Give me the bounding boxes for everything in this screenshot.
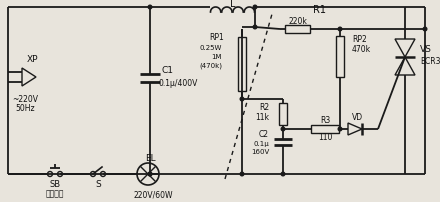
- Text: 传感开关: 传感开关: [46, 188, 64, 198]
- Polygon shape: [395, 58, 415, 76]
- Text: SB: SB: [49, 180, 61, 188]
- Text: 110: 110: [318, 133, 332, 142]
- Circle shape: [338, 28, 342, 32]
- Circle shape: [137, 163, 159, 185]
- Text: 0.1μ/400V: 0.1μ/400V: [158, 79, 198, 88]
- Text: S: S: [95, 180, 101, 188]
- Circle shape: [338, 128, 342, 131]
- Text: C2: C2: [259, 130, 269, 139]
- Circle shape: [281, 128, 285, 131]
- Text: 50Hz: 50Hz: [15, 104, 35, 113]
- Text: 0.1μ: 0.1μ: [253, 140, 269, 146]
- Text: EL: EL: [145, 154, 155, 163]
- FancyBboxPatch shape: [238, 38, 246, 91]
- Circle shape: [48, 172, 52, 177]
- Text: R3: R3: [320, 116, 330, 125]
- Text: VS: VS: [420, 45, 432, 54]
- Text: RP1: RP1: [209, 33, 224, 42]
- Text: L: L: [230, 0, 235, 9]
- Text: XP: XP: [26, 55, 38, 64]
- Circle shape: [423, 28, 427, 32]
- Text: RP2: RP2: [352, 35, 367, 44]
- Text: 470k: 470k: [352, 45, 371, 54]
- Text: (470k): (470k): [199, 62, 222, 69]
- Text: 220k: 220k: [288, 16, 307, 25]
- Text: 0.25W: 0.25W: [200, 45, 222, 51]
- FancyBboxPatch shape: [279, 103, 287, 126]
- FancyBboxPatch shape: [336, 36, 344, 78]
- Text: 220V/60W: 220V/60W: [133, 189, 173, 199]
- Polygon shape: [22, 69, 36, 87]
- Text: ~220V: ~220V: [12, 95, 38, 104]
- Polygon shape: [348, 123, 362, 135]
- FancyBboxPatch shape: [285, 26, 310, 34]
- Circle shape: [100, 172, 106, 177]
- Text: VD: VD: [352, 113, 363, 122]
- Text: R1: R1: [313, 5, 326, 15]
- Text: BCR3M: BCR3M: [420, 57, 440, 66]
- Circle shape: [240, 98, 244, 101]
- Text: 1M: 1M: [212, 54, 222, 60]
- Text: 160V: 160V: [251, 148, 269, 154]
- Circle shape: [148, 6, 152, 10]
- Circle shape: [148, 172, 152, 176]
- Circle shape: [148, 172, 152, 176]
- Circle shape: [240, 172, 244, 176]
- Text: R2: R2: [259, 103, 269, 112]
- Text: C1: C1: [162, 66, 174, 75]
- Text: 11k: 11k: [255, 113, 269, 122]
- Polygon shape: [395, 40, 415, 58]
- Circle shape: [281, 172, 285, 176]
- Circle shape: [253, 26, 257, 30]
- Circle shape: [91, 172, 95, 177]
- Circle shape: [253, 6, 257, 10]
- FancyBboxPatch shape: [311, 125, 339, 133]
- Circle shape: [58, 172, 62, 177]
